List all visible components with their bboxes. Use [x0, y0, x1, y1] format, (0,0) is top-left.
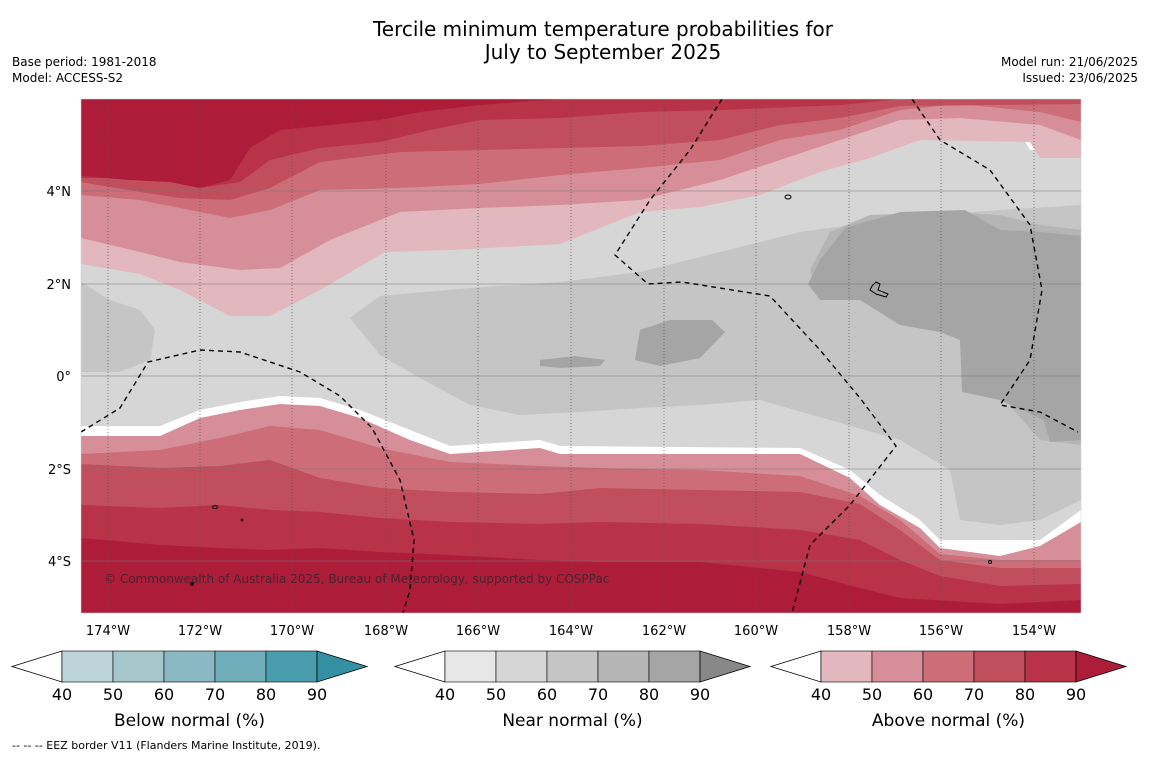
- latitude-labels: 4°N 2°N 0° 2°S 4°S: [47, 185, 72, 570]
- title-line-2: July to September 2025: [484, 40, 722, 64]
- eez-borders: [81, 99, 1079, 613]
- colorbar-low-arrow: [10, 650, 63, 683]
- colorbar-segment: [112, 650, 165, 683]
- colorbar-tick: 60: [913, 685, 933, 704]
- above-normal-90-north: [81, 99, 560, 188]
- lon-label: 154°W: [1012, 624, 1056, 639]
- colorbar-segment: [163, 650, 216, 683]
- near-normal-80-patch: [635, 320, 725, 366]
- longitude-labels: 174°W 172°W 170°W 168°W 166°W 164°W 162°…: [86, 624, 1056, 639]
- colorbar-label: Below normal (%): [114, 711, 265, 731]
- near-normal-60-west: [81, 282, 155, 372]
- map-frame: [80, 98, 1082, 614]
- colorbar-tick: 70: [588, 685, 608, 704]
- model-name: Model: ACCESS-S2: [12, 71, 124, 85]
- colorbar-segment: [444, 650, 497, 683]
- lon-label: 166°W: [456, 624, 500, 639]
- lon-label: 172°W: [178, 624, 222, 639]
- copyright-text: © Commonwealth of Australia 2025, Bureau…: [104, 572, 609, 586]
- meta-right: Model run: 21/06/2025 Issued: 23/06/2025: [1001, 54, 1138, 86]
- colorbar-segment: [546, 650, 599, 683]
- island-starbuck: [869, 281, 889, 298]
- above-normal-80-south: [81, 538, 1081, 613]
- near-normal-80-region: [808, 210, 1081, 442]
- lon-label: 158°W: [827, 624, 871, 639]
- lon-label: 162°W: [642, 624, 686, 639]
- lon-label: 156°W: [919, 624, 963, 639]
- colorbar-segment: [973, 650, 1026, 683]
- island-tiny: [240, 518, 244, 522]
- lon-label: 168°W: [364, 624, 408, 639]
- colorbar-segment: [820, 650, 873, 683]
- colorbar-segment: [265, 650, 318, 683]
- colorbar-tick: 80: [1015, 685, 1035, 704]
- eez-footnote: -- -- -- EEZ border V11 (Flanders Marine…: [12, 739, 321, 752]
- island-small-north: [784, 194, 792, 200]
- colorbar-segment: [1024, 650, 1077, 683]
- colorbar-tick: 70: [205, 685, 225, 704]
- colorbar-tick: 50: [103, 685, 123, 704]
- colorbar-high-arrow: [316, 650, 369, 683]
- island-small-south: [212, 505, 218, 509]
- base-period: Base period: 1981-2018: [12, 55, 157, 69]
- lat-label: 2°S: [48, 463, 71, 478]
- colorbar-tick: 60: [537, 685, 557, 704]
- colorbar-high-arrow: [699, 650, 752, 683]
- island-southeast: [988, 560, 992, 564]
- colorbar-tick: 90: [690, 685, 710, 704]
- colorbar-tick: 40: [435, 685, 455, 704]
- island-dot: [190, 582, 194, 586]
- colorbar-tick: 40: [52, 685, 72, 704]
- colorbar-segment: [597, 650, 650, 683]
- map-area: © Commonwealth of Australia 2025, Bureau…: [81, 99, 1081, 613]
- lat-label: 0°: [56, 370, 71, 385]
- colorbar-segment: [214, 650, 267, 683]
- colorbar-2: 40 50 60 70 80 90 Near normal (%): [393, 650, 752, 731]
- colorbar-low-arrow: [769, 650, 822, 683]
- colorbar-tick: 70: [964, 685, 984, 704]
- colorbar-tick: 50: [862, 685, 882, 704]
- colorbar-high-arrow: [1075, 650, 1128, 683]
- model-run: Model run: 21/06/2025: [1000, 55, 1138, 69]
- lat-label: 2°N: [47, 278, 72, 293]
- lon-label: 170°W: [270, 624, 314, 639]
- colorbar-low-arrow: [393, 650, 446, 683]
- issued-date: Issued: 23/06/2025: [1022, 71, 1138, 85]
- colorbar-tick: 80: [639, 685, 659, 704]
- colorbar-segment: [648, 650, 701, 683]
- lat-label: 4°N: [47, 185, 72, 200]
- near-normal-80-small: [540, 356, 605, 368]
- colorbar-tick: 80: [256, 685, 276, 704]
- map-title: Tercile minimum temperature probabilitie…: [300, 18, 906, 64]
- colorbar-tick: 50: [486, 685, 506, 704]
- colorbar-3: 40 50 60 70 80 90 Above normal (%): [769, 650, 1128, 731]
- colorbars: 40 50 60 70 80 90 Below normal (%) 40 50 60 70 80 90…: [10, 650, 1128, 731]
- lon-label: 174°W: [86, 624, 130, 639]
- islands: [190, 194, 992, 586]
- title-line-1: Tercile minimum temperature probabilitie…: [372, 17, 834, 41]
- colorbar-1: 40 50 60 70 80 90 Below normal (%): [10, 650, 369, 731]
- lon-label: 164°W: [549, 624, 593, 639]
- colorbar-segment: [495, 650, 548, 683]
- colorbar-tick: 90: [1066, 685, 1086, 704]
- colorbar-tick: 60: [154, 685, 174, 704]
- lon-label: 160°W: [734, 624, 778, 639]
- colorbar-label: Near normal (%): [502, 711, 642, 731]
- colorbar-tick: 40: [811, 685, 831, 704]
- colorbar-label: Above normal (%): [872, 711, 1025, 731]
- colorbar-tick: 90: [307, 685, 327, 704]
- lat-label: 4°S: [48, 555, 71, 570]
- latitude-gridlines: [81, 190, 1081, 562]
- colorbar-segment: [922, 650, 975, 683]
- colorbar-segment: [871, 650, 924, 683]
- meta-left: Base period: 1981-2018 Model: ACCESS-S2: [12, 54, 157, 86]
- colorbar-segment: [61, 650, 114, 683]
